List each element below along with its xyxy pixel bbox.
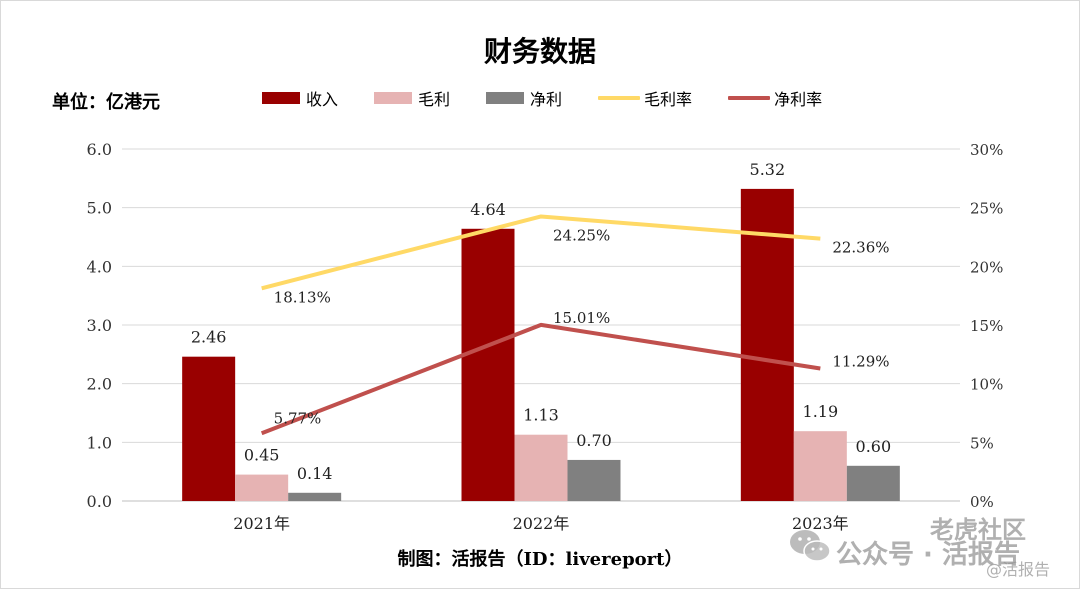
legend-item-net-margin: 净利率 xyxy=(728,86,822,110)
y2-tick-label: 25% xyxy=(970,200,1003,218)
line-gross-margin xyxy=(261,214,821,291)
y-tick-label: 5.0 xyxy=(87,199,112,218)
bar-net-profit xyxy=(288,492,342,501)
bar-gross-profit xyxy=(793,431,847,501)
legend-swatch-revenue xyxy=(262,92,300,104)
x-tick-label: 2021年 xyxy=(233,514,290,533)
legend-item-revenue: 收入 xyxy=(262,86,338,110)
legend-item-gross-profit: 毛利 xyxy=(374,86,450,110)
watermark-main: 公众号 · 活报告 xyxy=(836,540,1020,570)
bar-label-net-profit: 0.14 xyxy=(297,464,333,483)
line-label-net-margin: 15.01% xyxy=(553,309,610,327)
y2-tick-label: 30% xyxy=(970,141,1003,159)
y-tick-label: 0.0 xyxy=(87,492,112,511)
legend-label-revenue: 收入 xyxy=(306,90,339,109)
legend-label-net-profit: 净利 xyxy=(530,90,563,109)
watermark-sub: @活报告 xyxy=(986,560,1051,579)
y-tick-label: 4.0 xyxy=(87,257,112,276)
y2-tick-label: 5% xyxy=(970,434,994,452)
y2-tick-label: 20% xyxy=(970,258,1003,276)
bar-net-profit xyxy=(567,459,621,501)
legend-swatch-net-profit xyxy=(486,92,525,104)
legend-swatch-gross-margin xyxy=(598,96,641,100)
y2-tick-label: 0% xyxy=(970,493,994,511)
watermark: 公众号 · 活报告 老虎社区 @活报告 xyxy=(790,510,1070,582)
line-label-gross-margin: 24.25% xyxy=(553,226,610,244)
bar-revenue xyxy=(740,188,794,502)
line-label-gross-margin: 18.13% xyxy=(274,288,331,306)
bar-revenue xyxy=(182,356,236,501)
bar-label-revenue: 5.32 xyxy=(750,160,786,179)
bar-label-revenue: 4.64 xyxy=(470,200,506,219)
chart-credit: 制图：活报告（ID：livereport） xyxy=(397,549,683,570)
bar-label-gross-profit: 0.45 xyxy=(244,446,280,465)
legend-swatch-gross-profit xyxy=(374,92,413,104)
chart-title: 财务数据 xyxy=(483,35,596,68)
y-tick-label: 3.0 xyxy=(87,316,112,335)
legend-swatch-net-margin xyxy=(728,96,771,100)
y-tick-label: 2.0 xyxy=(87,375,112,394)
bar-label-revenue: 2.46 xyxy=(191,328,227,347)
y-tick-label: 6.0 xyxy=(87,140,112,159)
bar-gross-profit xyxy=(235,474,289,501)
bar-label-gross-profit: 1.19 xyxy=(803,402,839,421)
x-tick-label: 2022年 xyxy=(513,514,570,533)
legend-label-gross-profit: 毛利 xyxy=(418,90,451,109)
legend: 收入 毛利 净利 毛利率 净利率 xyxy=(262,86,858,110)
legend-item-net-profit: 净利 xyxy=(486,86,562,110)
y2-tick-label: 10% xyxy=(970,376,1003,394)
legend-label-net-margin: 净利率 xyxy=(774,90,823,109)
y-tick-label: 1.0 xyxy=(87,433,112,452)
watermark-top: 老虎社区 xyxy=(930,516,1026,544)
wechat-icon xyxy=(790,530,831,562)
bar-gross-profit xyxy=(514,434,568,501)
line-label-net-margin: 5.77% xyxy=(274,409,322,427)
bar-net-profit xyxy=(846,465,900,501)
unit-label: 单位：亿港元 xyxy=(52,92,160,113)
line-net-margin xyxy=(260,322,821,436)
x-tick-label: 2023年 xyxy=(792,514,849,533)
legend-label-gross-margin: 毛利率 xyxy=(644,90,693,109)
bar-label-net-profit: 0.60 xyxy=(856,437,892,456)
y2-tick-label: 15% xyxy=(970,317,1003,335)
line-label-gross-margin: 22.36% xyxy=(832,239,889,257)
bar-revenue xyxy=(461,228,515,501)
bar-label-gross-profit: 1.13 xyxy=(523,406,559,425)
line-label-net-margin: 11.29% xyxy=(832,353,889,371)
legend-item-gross-margin: 毛利率 xyxy=(598,86,692,110)
bar-label-net-profit: 0.70 xyxy=(576,431,612,450)
